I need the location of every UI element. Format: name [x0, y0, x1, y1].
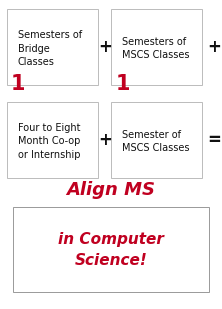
Text: 2: 2 — [11, 0, 26, 2]
Text: +: + — [99, 38, 112, 56]
Text: Semesters of
MSCS Classes: Semesters of MSCS Classes — [122, 37, 190, 61]
Text: Semesters of
Bridge
Classes: Semesters of Bridge Classes — [18, 30, 82, 67]
Text: Four to Eight
Month Co-op
or Internship: Four to Eight Month Co-op or Internship — [18, 123, 80, 160]
FancyBboxPatch shape — [7, 102, 98, 178]
Text: 1: 1 — [11, 74, 26, 94]
Text: 1: 1 — [115, 74, 130, 94]
Text: Semester of
MSCS Classes: Semester of MSCS Classes — [122, 129, 190, 153]
Text: 2: 2 — [115, 0, 130, 2]
Text: in Computer
Science!: in Computer Science! — [58, 231, 164, 268]
Text: +: + — [207, 38, 221, 56]
FancyBboxPatch shape — [13, 207, 209, 292]
FancyBboxPatch shape — [7, 9, 98, 85]
Text: Align MS: Align MS — [67, 181, 155, 199]
FancyBboxPatch shape — [111, 102, 202, 178]
FancyBboxPatch shape — [111, 9, 202, 85]
Text: =: = — [207, 131, 221, 149]
Text: +: + — [99, 131, 112, 149]
